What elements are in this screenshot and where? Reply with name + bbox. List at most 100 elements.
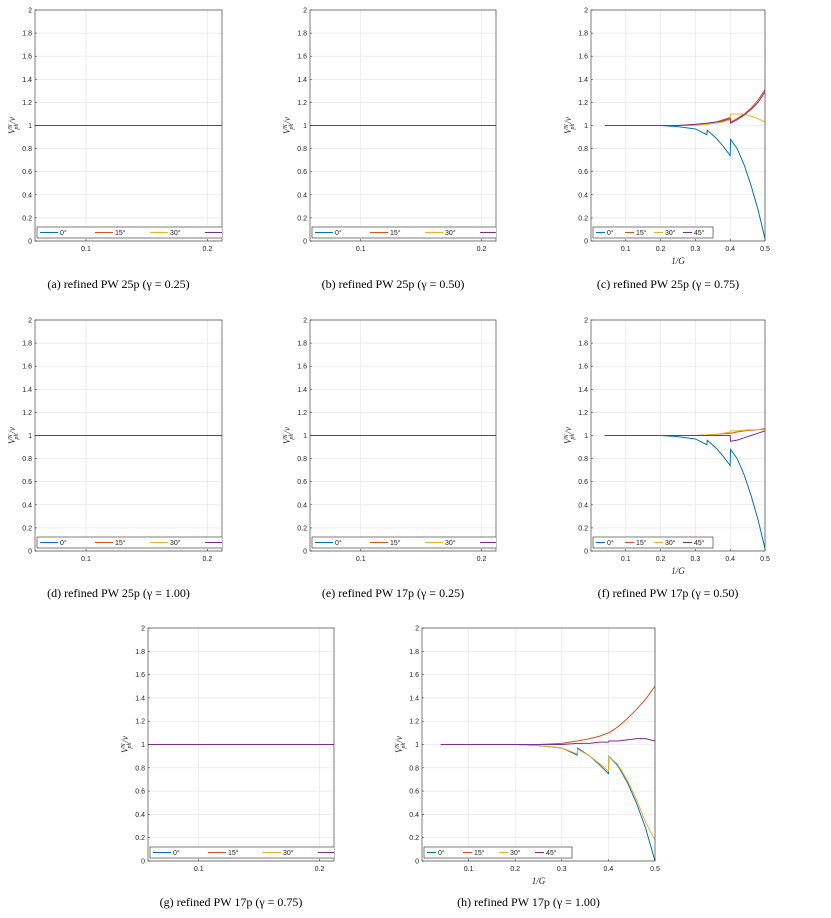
legend-label: 45°: [500, 539, 511, 547]
y-tick-label: 1.6: [135, 672, 145, 679]
x-tick-label: 0.5: [760, 246, 770, 253]
y-tick-label: 0: [584, 549, 588, 556]
y-tick-label: 1.6: [578, 364, 588, 371]
legend-label: 0°: [335, 539, 342, 547]
y-tick-label: 1: [584, 123, 588, 130]
y-tick-label: 0.8: [22, 456, 32, 463]
y-tick-label: 2: [141, 626, 145, 633]
y-tick-label: 1.4: [22, 387, 32, 394]
y-tick-label: 1.2: [409, 719, 419, 726]
x-tick-label: 0.3: [691, 556, 701, 563]
legend: 0° 15° 30° 45°: [423, 846, 573, 859]
y-tick-label: 1.6: [297, 364, 307, 371]
y-tick-label: 1.2: [578, 100, 588, 107]
caption: (c) refined PW 25p (γ = 0.75): [597, 277, 739, 291]
y-tick-label: 2: [303, 8, 307, 15]
y-tick-label: 0.8: [578, 146, 588, 153]
axes-frame: [34, 319, 223, 552]
subplot: 0 0.2 0.4 0.6 0.8 1 1.2 1.4 1.6 1.8 2 0.1 0.2 0° 15° 30…: [282, 318, 511, 600]
caption: (h) refined PW 17p (γ = 1.00): [457, 895, 600, 909]
y-tick-label: 0.4: [409, 812, 419, 819]
y-label-base: V: [563, 127, 573, 134]
y-label-base: V: [282, 127, 292, 134]
legend-label: 45°: [694, 539, 705, 547]
legend-label: 45°: [546, 849, 557, 857]
x-axis-label: 1/G: [532, 876, 546, 886]
axes-frame: [309, 319, 497, 552]
x-tick-label: 0.2: [203, 246, 213, 253]
legend-label: 15°: [636, 229, 647, 237]
x-tick-label: 0.2: [656, 246, 666, 253]
axes-frame: [421, 627, 656, 862]
y-tick-label: 0.4: [22, 502, 32, 509]
y-axis-label: VNph/v: [282, 427, 295, 444]
y-label-base: V: [7, 437, 17, 444]
legend: 0° 15° 30° 45°: [592, 226, 714, 239]
legend-box: [311, 536, 496, 549]
caption: (a) refined PW 25p (γ = 0.25): [47, 277, 189, 291]
axes-frame: [590, 9, 766, 242]
x-tick-label: 0.1: [356, 246, 366, 253]
x-tick-label: 0.2: [203, 556, 213, 563]
legend-box: [592, 226, 714, 239]
legend: 0° 15° 30° 45°: [149, 846, 334, 859]
x-tick-label: 0.4: [604, 866, 614, 873]
x-tick-label: 0.2: [315, 866, 325, 873]
lines: [440, 685, 655, 861]
y-tick-label: 0.6: [409, 789, 419, 796]
y-label-base: V: [282, 437, 292, 444]
legend-label: 0°: [335, 229, 342, 237]
series-line: [440, 738, 655, 745]
y-label-rest: /v: [120, 736, 130, 744]
axes-frame: [590, 319, 766, 552]
legend: 0° 15° 30° 45°: [311, 226, 496, 239]
y-tick-label: 0: [303, 549, 307, 556]
y-tick-label: 1.4: [578, 77, 588, 84]
legend-label: 30°: [170, 229, 181, 237]
y-tick-label: 0: [584, 239, 588, 246]
legend-label: 45°: [694, 229, 705, 237]
y-tick-label: 1.8: [22, 341, 32, 348]
subplot: 0 0.2 0.4 0.6 0.8 1 1.2 1.4 1.6 1.8 2 0.1 0.2 0.3 0.4 0…: [394, 626, 660, 910]
y-tick-label: 2: [28, 8, 32, 15]
legend-label: 15°: [228, 849, 239, 857]
x-tick-label: 0.1: [621, 246, 631, 253]
y-tick-label: 1.6: [22, 364, 32, 371]
x-tick-label: 0.3: [691, 246, 701, 253]
y-tick-label: 0.4: [578, 192, 588, 199]
y-tick-label: 2: [584, 8, 588, 15]
y-label-base: V: [120, 746, 130, 753]
subplot: 0 0.2 0.4 0.6 0.8 1 1.2 1.4 1.6 1.8 2 0.1 0.2 0° 15° 30…: [7, 8, 223, 291]
x-tick-label: 0.1: [356, 556, 366, 563]
axes-frame: [309, 9, 497, 242]
x-tick-label: 0.3: [557, 866, 567, 873]
subplot: 0 0.2 0.4 0.6 0.8 1 1.2 1.4 1.6 1.8 2 0.1 0.2 0° 15° 30…: [120, 626, 335, 909]
y-label-sup: N: [283, 434, 289, 440]
y-tick-label: 0.8: [22, 146, 32, 153]
y-label-sup: N: [283, 124, 289, 130]
legend-label: 30°: [510, 849, 521, 857]
x-tick-label: 0.2: [477, 246, 487, 253]
y-label-base: V: [394, 746, 404, 753]
y-tick-label: 0.4: [22, 192, 32, 199]
y-axis-label: VNph/v: [563, 117, 576, 134]
legend-box: [311, 226, 496, 239]
y-label-sub: ph: [570, 123, 576, 130]
y-label-sup: N: [121, 743, 127, 749]
legend-label: 30°: [283, 849, 294, 857]
y-axis-label: VNph/v: [282, 117, 295, 134]
y-tick-label: 0: [28, 549, 32, 556]
series-line: [604, 430, 765, 442]
y-label-sup: N: [564, 124, 570, 130]
caption: (f) refined PW 17p (γ = 0.50): [598, 586, 739, 600]
y-tick-label: 0.4: [135, 812, 145, 819]
y-tick-label: 1.6: [409, 672, 419, 679]
y-tick-label: 0: [303, 239, 307, 246]
y-label-rest: /v: [394, 736, 404, 744]
y-label-rest: /v: [282, 427, 292, 435]
x-tick-label: 0.5: [760, 556, 770, 563]
x-tick-label: 0.1: [464, 866, 474, 873]
y-axis-label: VNph/v: [120, 736, 133, 753]
y-tick-label: 0.8: [578, 456, 588, 463]
x-tick-label: 0.4: [725, 556, 735, 563]
